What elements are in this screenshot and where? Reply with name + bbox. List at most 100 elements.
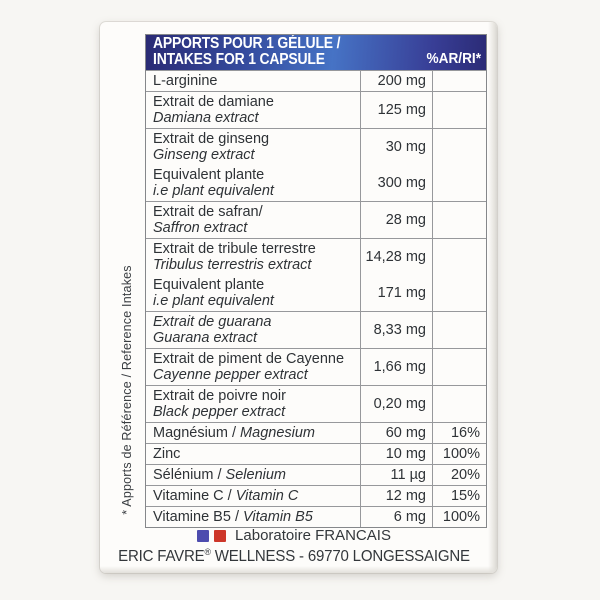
ingredient-name-line: Guarana extract — [153, 330, 357, 346]
ingredient-name-line: Black pepper extract — [153, 404, 357, 420]
amount-cell: 10 mg — [360, 444, 432, 464]
address-label: ERIC FAVRE® WELLNESS - 69770 LONGESSAIGN… — [106, 547, 482, 566]
ri-cell — [432, 71, 486, 91]
amount-cell: 60 mg — [360, 423, 432, 443]
name-segment-french: Extrait de poivre noir — [153, 388, 286, 404]
table-row: Extrait de tribule terrestre Tribulus ter… — [146, 238, 486, 311]
row-main: Sélénium / Selenium 11 µg — [146, 465, 432, 485]
amount-cell: 200 mg — [360, 71, 432, 91]
name-segment-english: Magnesium — [240, 425, 315, 441]
ingredient-name: Extrait de piment de Cayenne Cayenne pepp… — [146, 349, 360, 385]
ri-cell: 15% — [432, 486, 486, 506]
name-segment-french: Equivalent plante — [153, 167, 265, 183]
package-card: * Apports de Référence / Reference Intak… — [100, 22, 497, 573]
amount-cell: 6 mg — [360, 507, 432, 527]
ingredient-subrow: Extrait de guarana Guarana extract 8,33 mg — [146, 312, 432, 348]
lab-line: Laboratoire FRANCAIS — [100, 527, 488, 544]
ingredient-name-line: Saffron extract — [153, 220, 357, 236]
ri-cell: 100% — [432, 444, 486, 464]
table-row: Extrait de ginseng Ginseng extract 30 mg Eq… — [146, 128, 486, 201]
ingredient-name: Extrait de safran/Saffron extract — [146, 202, 360, 238]
ingredient-name: Extrait de guarana Guarana extract — [146, 312, 360, 348]
ingredient-subrow: Zinc 10 mg — [146, 444, 432, 464]
ingredient-subrow: Extrait de damiane Damiana extract 125 mg — [146, 92, 432, 128]
name-segment-english: Cayenne pepper extract — [153, 367, 308, 383]
amount-cell: 11 µg — [360, 465, 432, 485]
name-segment-english: Ginseng extract — [153, 147, 255, 163]
name-segment-english: Selenium — [225, 467, 286, 483]
table-row: Extrait de poivre noir Black pepper extra… — [146, 385, 486, 422]
name-segment-english: i.e plant equivalent — [153, 293, 274, 309]
row-main: Magnésium / Magnesium 60 mg — [146, 423, 432, 443]
name-segment-english: Tribulus terrestris extract — [153, 257, 312, 273]
ri-cell — [432, 349, 486, 385]
ingredient-subrow: Extrait de ginseng Ginseng extract 30 mg — [146, 129, 432, 165]
amount-cell: 1,66 mg — [360, 349, 432, 385]
table-row: Extrait de piment de Cayenne Cayenne pepp… — [146, 348, 486, 385]
ingredient-subrow: Sélénium / Selenium 11 µg — [146, 465, 432, 485]
ri-cell — [432, 129, 486, 201]
row-main: Extrait de safran/Saffron extract 28 mg — [146, 202, 432, 238]
row-main: Vitamine C / Vitamin C 12 mg — [146, 486, 432, 506]
card-right-edge — [488, 22, 497, 573]
ri-cell — [432, 202, 486, 238]
table-row: Extrait de safran/Saffron extract 28 mg — [146, 201, 486, 238]
address-rest: WELLNESS - 69770 LONGESSAIGNE — [210, 548, 470, 566]
ingredient-name-line: Ginseng extract — [153, 147, 357, 163]
table-row: Sélénium / Selenium 11 µg 20% — [146, 464, 486, 485]
amount-cell: 28 mg — [360, 202, 432, 238]
french-flag-icon — [197, 529, 227, 542]
name-segment-french: Magnésium / — [153, 425, 241, 441]
name-segment-english: Vitamin B5 — [243, 509, 313, 525]
table-row: L-arginine 200 mg — [146, 70, 486, 91]
ingredient-name-line: Vitamine C / Vitamin C — [153, 488, 357, 504]
name-segment-french: Vitamine C / — [153, 488, 236, 504]
amount-cell: 8,33 mg — [360, 312, 432, 348]
footer: Laboratoire FRANCAIS ERIC FAVRE® WELLNES… — [100, 527, 488, 566]
row-main: Extrait de damiane Damiana extract 125 mg — [146, 92, 432, 128]
name-segment-english: Black pepper extract — [153, 404, 286, 420]
name-segment-french: Equivalent plante — [153, 277, 265, 293]
table-body: L-arginine 200 mg Extrait de damiane Damian… — [146, 70, 486, 527]
registered-mark: ® — [204, 547, 211, 557]
ingredient-name-line: Zinc — [153, 446, 357, 462]
name-segment-french: Vitamine B5 / — [153, 509, 244, 525]
name-segment-french: Extrait de tribule terrestre — [153, 241, 316, 257]
ingredient-name-line: i.e plant equivalent — [153, 183, 357, 199]
table-row: Extrait de damiane Damiana extract 125 mg — [146, 91, 486, 128]
card-bottom-edge — [100, 566, 497, 573]
table-row: Zinc 10 mg 100% — [146, 443, 486, 464]
row-main: Extrait de tribule terrestre Tribulus ter… — [146, 239, 432, 311]
ingredient-subrow: Extrait de safran/Saffron extract 28 mg — [146, 202, 432, 238]
ri-cell — [432, 239, 486, 311]
row-main: Extrait de poivre noir Black pepper extra… — [146, 386, 432, 422]
name-segment-french: Extrait de safran/ — [153, 204, 263, 220]
ingredient-subrow: Extrait de tribule terrestre Tribulus ter… — [146, 239, 432, 275]
ingredient-name: Vitamine C / Vitamin C — [146, 486, 360, 506]
ingredient-name: Sélénium / Selenium — [146, 465, 360, 485]
row-main: Extrait de piment de Cayenne Cayenne pepp… — [146, 349, 432, 385]
table-row: Magnésium / Magnesium 60 mg 16% — [146, 422, 486, 443]
row-main: Extrait de ginseng Ginseng extract 30 mg Eq… — [146, 129, 432, 201]
ri-cell: 100% — [432, 507, 486, 527]
name-segment-english: Vitamin C — [235, 488, 299, 504]
table-row: Vitamine B5 / Vitamin B5 6 mg 100% — [146, 506, 486, 527]
ingredient-name: L-arginine — [146, 71, 360, 91]
ingredient-subrow: Equivalent plante i.e plant equivalent 300… — [146, 165, 432, 201]
ingredient-name-line: Extrait de piment de Cayenne — [153, 351, 357, 367]
ingredient-subrow: Magnésium / Magnesium 60 mg — [146, 423, 432, 443]
ingredient-subrow: Vitamine B5 / Vitamin B5 6 mg — [146, 507, 432, 527]
ingredient-name-line: Magnésium / Magnesium — [153, 425, 357, 441]
reference-note-vertical: * Apports de Référence / Reference Intak… — [120, 265, 134, 515]
ri-column-header: %AR/RI* — [426, 51, 481, 67]
ingredient-name-line: Extrait de tribule terrestre — [153, 241, 357, 257]
ingredient-name: Extrait de ginseng Ginseng extract — [146, 129, 360, 165]
ingredient-name-line: L-arginine — [153, 73, 357, 89]
amount-cell: 30 mg — [360, 129, 432, 165]
row-main: Vitamine B5 / Vitamin B5 6 mg — [146, 507, 432, 527]
amount-cell: 300 mg — [360, 165, 432, 201]
name-segment-english: Extrait de guarana — [153, 314, 272, 330]
ingredient-subrow: Vitamine C / Vitamin C 12 mg — [146, 486, 432, 506]
name-segment-french: Extrait de damiane — [153, 94, 274, 110]
